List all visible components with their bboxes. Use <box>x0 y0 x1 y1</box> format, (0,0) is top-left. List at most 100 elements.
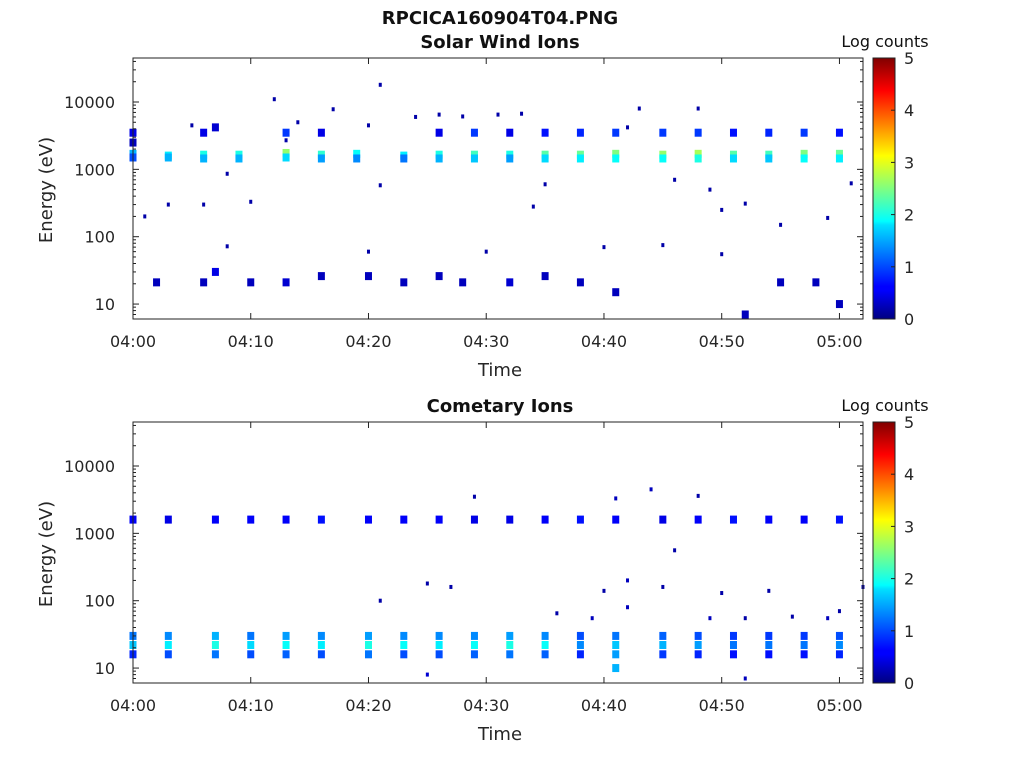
heatmap-cell <box>800 128 808 137</box>
heatmap-point <box>496 112 500 117</box>
heatmap-cell <box>282 631 290 640</box>
heatmap-cell <box>541 154 549 163</box>
heatmap-cell <box>364 272 372 281</box>
heatmap-cell <box>835 154 843 163</box>
heatmap-cell <box>435 640 443 649</box>
heatmap-point <box>767 588 771 593</box>
heatmap-point <box>414 114 418 119</box>
heatmap-cell <box>317 631 325 640</box>
heatmap-point <box>272 97 276 102</box>
heatmap-cell <box>211 123 219 132</box>
heatmap-cell <box>541 640 549 649</box>
heatmap-point <box>602 245 606 250</box>
heatmap-cell <box>317 650 325 659</box>
heatmap-cells <box>129 82 853 319</box>
heatmap-cell <box>506 154 514 163</box>
heatmap-cell <box>694 128 702 137</box>
colorbar <box>872 57 896 320</box>
heatmap-point <box>531 204 535 209</box>
heatmap-cell <box>812 278 820 287</box>
heatmap-point <box>637 106 641 111</box>
heatmap-cell <box>282 278 290 287</box>
heatmap-cell <box>659 154 667 163</box>
heatmap-point <box>837 609 841 614</box>
colorbar-tick-label: 1 <box>904 622 914 641</box>
heatmap-cell <box>541 515 549 524</box>
heatmap-cell <box>200 128 208 137</box>
heatmap-cell <box>777 278 785 287</box>
heatmap-cell <box>506 128 514 137</box>
heatmap-cell <box>435 154 443 163</box>
heatmap-cell <box>364 631 372 640</box>
heatmap-cell <box>541 128 549 137</box>
heatmap-cell <box>659 128 667 137</box>
heatmap-cell <box>741 310 749 319</box>
heatmap-cell <box>400 154 408 163</box>
heatmap-cell <box>400 650 408 659</box>
colorbar-label: Log counts <box>841 396 928 415</box>
heatmap-cell <box>353 154 361 163</box>
heatmap-cell <box>506 515 514 524</box>
heatmap-point <box>696 493 700 498</box>
heatmap-point <box>190 123 194 128</box>
heatmap-cell <box>694 640 702 649</box>
heatmap-cell <box>470 154 478 163</box>
heatmap-cell <box>506 650 514 659</box>
heatmap-cell <box>765 631 773 640</box>
x-tick-label: 04:30 <box>463 696 509 715</box>
heatmap-cell <box>729 154 737 163</box>
colorbar-tick-label: 4 <box>904 101 914 120</box>
heatmap-point <box>202 202 206 207</box>
x-tick-label: 04:50 <box>699 696 745 715</box>
colorbar-tick-label: 3 <box>904 517 914 536</box>
heatmap-point <box>626 125 630 130</box>
heatmap-cell <box>282 128 290 137</box>
heatmap-cell <box>470 515 478 524</box>
x-tick-label: 04:30 <box>463 332 509 351</box>
heatmap-cell <box>694 154 702 163</box>
heatmap-cell <box>435 272 443 281</box>
heatmap-cell <box>612 664 620 673</box>
heatmap-cell <box>200 154 208 163</box>
heatmap-point <box>708 187 712 192</box>
heatmap-point <box>520 111 524 116</box>
heatmap-cell <box>835 515 843 524</box>
heatmap-cell <box>835 300 843 309</box>
heatmap-cell <box>282 148 290 157</box>
heatmap-cell <box>800 149 808 158</box>
heatmap-point <box>555 611 559 616</box>
heatmap-cell <box>211 267 219 276</box>
heatmap-cell <box>317 154 325 163</box>
heatmap-cell <box>729 515 737 524</box>
heatmap-cell <box>435 515 443 524</box>
heatmap-cell <box>282 515 290 524</box>
heatmap-point <box>720 207 724 212</box>
heatmap-cell <box>164 640 172 649</box>
heatmap-point <box>743 201 747 206</box>
heatmap-cell <box>800 515 808 524</box>
heatmap-cell <box>729 650 737 659</box>
y-tick-label: 10000 <box>64 93 115 112</box>
x-tick-label: 04:40 <box>581 696 627 715</box>
colorbar-tick-label: 0 <box>904 674 914 693</box>
heatmap-cell <box>612 154 620 163</box>
y-tick-label: 1000 <box>74 524 115 543</box>
heatmap-cell <box>800 631 808 640</box>
heatmap-cell <box>400 631 408 640</box>
heatmap-point <box>378 183 382 188</box>
heatmap-cell <box>400 278 408 287</box>
y-tick-label: 100 <box>84 592 115 611</box>
heatmap-cell <box>612 128 620 137</box>
x-tick-label: 04:00 <box>110 332 156 351</box>
heatmap-point <box>626 605 630 610</box>
heatmap-point <box>331 107 335 112</box>
y-tick-label: 10 <box>95 295 115 314</box>
heatmap-cell <box>659 515 667 524</box>
heatmap-cell <box>364 640 372 649</box>
plot-area <box>132 421 864 684</box>
heatmap-cell <box>765 515 773 524</box>
heatmap-point <box>790 614 794 619</box>
heatmap-point <box>437 112 441 117</box>
heatmap-point <box>378 82 382 87</box>
heatmap-cell <box>729 128 737 137</box>
